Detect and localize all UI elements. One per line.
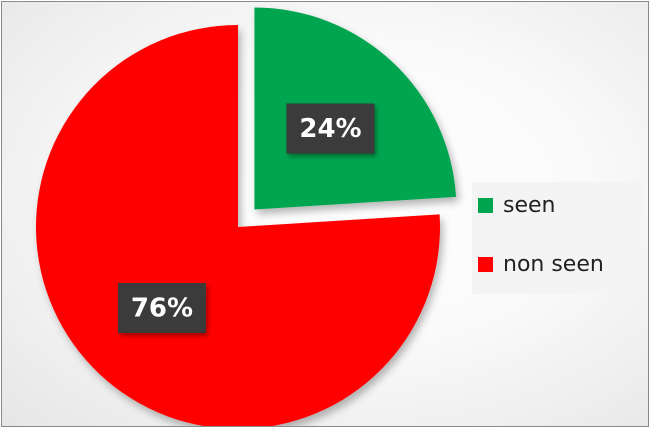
legend-item-non-seen: non seen [478,251,604,277]
legend: seen non seen [472,182,644,294]
data-label-text-seen: 24% [299,114,361,144]
legend-item-seen: seen [478,192,555,218]
data-label-box-non-seen [117,282,206,333]
legend-label-seen: seen [503,192,556,218]
data-label-box-seen [286,103,375,154]
legend-swatch-non-seen [478,256,493,272]
data-label-seen: 24% [286,103,375,154]
data-label-non-seen: 76% [117,282,206,333]
legend-label-non-seen: non seen [503,251,604,277]
data-label-text-non-seen: 76% [131,293,193,323]
legend-swatch-seen [478,197,493,213]
